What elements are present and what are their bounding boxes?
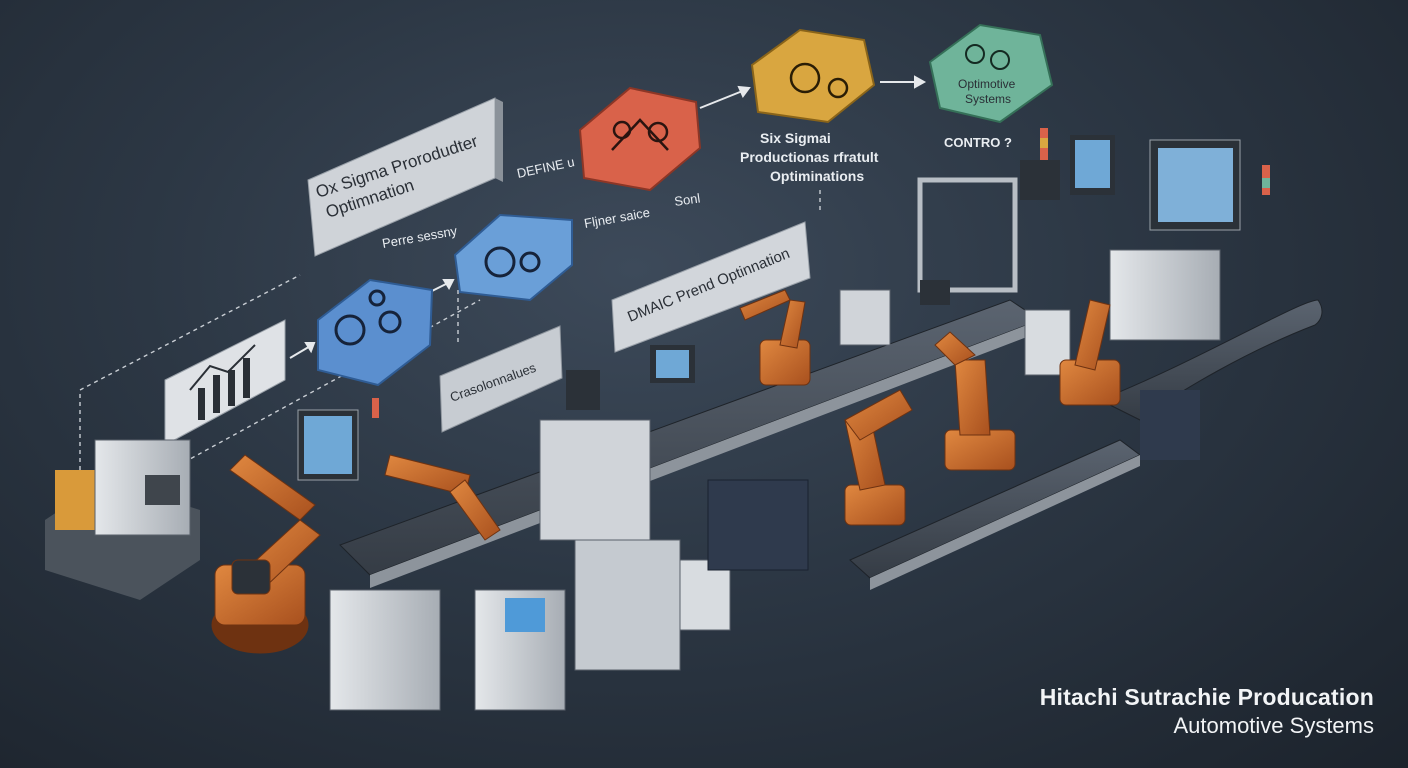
gears-icon-2 xyxy=(484,246,541,278)
chart-card xyxy=(164,319,286,446)
optimotive-line1: Optimotive xyxy=(958,77,1016,91)
gears-icon-3 xyxy=(789,62,849,99)
gears-icon xyxy=(334,289,402,346)
hex-analyze-blue xyxy=(453,213,573,302)
filter-label: Fljner saice xyxy=(583,205,651,231)
robot-arm-top xyxy=(739,289,811,386)
hex-improve-yellow xyxy=(750,28,876,124)
optimotive-line2: Systems xyxy=(965,92,1011,106)
chart-icon xyxy=(189,344,256,420)
robot-arm-right xyxy=(934,299,1121,471)
control-label: CONTRO ? xyxy=(944,135,1012,150)
brand-caption: Hitachi Sutrachie Producation Automotive… xyxy=(1040,684,1374,739)
machine-cluster-center xyxy=(329,345,809,711)
wrench-icon xyxy=(611,118,669,151)
sonl-label: Sonl xyxy=(673,190,701,208)
brand-line1: Hitachi Sutrachie Producation xyxy=(1039,684,1374,710)
hex-measure-blue xyxy=(317,278,434,387)
gauge-icon xyxy=(965,44,1010,70)
perre-sessny-label: Perre sessny xyxy=(381,223,459,251)
hex-control-green: Optimotive Systems xyxy=(928,23,1054,124)
hex-define-red xyxy=(578,86,702,192)
monitor-station xyxy=(297,409,359,481)
signal-towers xyxy=(372,128,1270,418)
machine-left xyxy=(45,439,200,600)
six-sigma-subtitle: Productionas rfratult xyxy=(740,149,879,165)
robot-arm-mid xyxy=(844,389,913,526)
flow-arrows xyxy=(289,75,927,359)
define-label: DEFINE u xyxy=(516,154,576,181)
machine-cluster-right xyxy=(839,135,1241,460)
robot-arm-left xyxy=(211,454,321,654)
panel-six-sigma-main: Ox Sigma Prorodudter Optimnation xyxy=(307,97,503,257)
six-sigma-line3: Optiminations xyxy=(770,168,864,184)
robot-arm-center xyxy=(384,454,501,541)
panel-dmaic: DMAIC Prend Optinnation xyxy=(611,221,811,353)
brand-line2: Automotive Systems xyxy=(1173,713,1374,738)
six-sigma-title: Six Sigmai xyxy=(760,130,831,146)
